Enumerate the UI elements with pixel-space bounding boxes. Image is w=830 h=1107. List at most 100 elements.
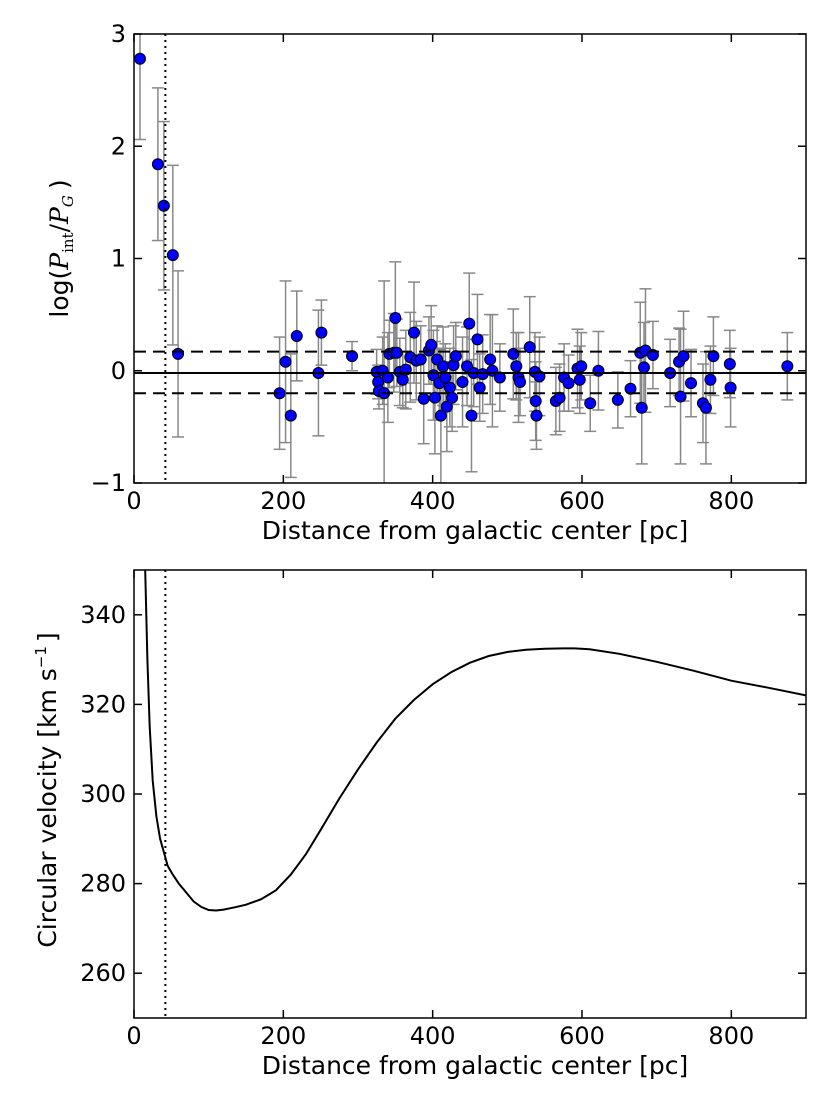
data-point bbox=[723, 358, 736, 371]
top-y-ticks: −1 0 1 2 3 bbox=[91, 20, 806, 497]
x-tick-label: 400 bbox=[410, 487, 456, 515]
data-point bbox=[514, 375, 527, 388]
data-point bbox=[346, 350, 359, 363]
data-point bbox=[456, 375, 469, 388]
data-point bbox=[484, 353, 497, 366]
data-point bbox=[685, 377, 698, 390]
ylabel-slash: / bbox=[45, 223, 74, 232]
bottom-panel: 0 200 400 600 800 260 280 300 320 340 Distance f… bbox=[32, 569, 807, 1080]
data-point bbox=[381, 371, 394, 384]
data-point bbox=[473, 381, 486, 394]
data-point bbox=[157, 199, 170, 212]
x-tick-label: 0 bbox=[126, 1022, 141, 1050]
bottom-plot-frame bbox=[133, 569, 807, 1019]
y-tick-label: 0 bbox=[111, 357, 126, 385]
data-point bbox=[390, 346, 403, 359]
x-tick-label: 0 bbox=[126, 487, 141, 515]
data-point bbox=[573, 373, 586, 386]
ylabel-prefix: log( bbox=[45, 270, 74, 318]
data-point bbox=[425, 338, 438, 351]
x-tick-label: 800 bbox=[708, 1022, 754, 1050]
ylabel-sub2: G bbox=[59, 195, 77, 207]
data-point bbox=[637, 361, 650, 374]
data-point bbox=[635, 401, 648, 414]
top-y-axis-label: log(Pint/PG) bbox=[45, 179, 77, 317]
data-point bbox=[446, 391, 459, 404]
data-point bbox=[279, 355, 292, 368]
x-tick-label: 600 bbox=[559, 1022, 605, 1050]
data-point bbox=[781, 360, 794, 373]
ylabel-suffix: ) bbox=[45, 179, 74, 189]
data-point bbox=[290, 329, 303, 342]
data-point bbox=[677, 350, 690, 363]
data-point bbox=[584, 397, 597, 410]
bottom-ylabel-main: Circular velocity [km s bbox=[33, 668, 62, 947]
data-point bbox=[440, 400, 453, 413]
ylabel-sub1: int bbox=[59, 232, 77, 253]
data-point bbox=[151, 158, 164, 171]
ylabel-p1: P bbox=[45, 252, 74, 271]
data-point bbox=[575, 360, 588, 373]
data-point bbox=[562, 377, 575, 390]
data-point bbox=[284, 409, 297, 422]
ylabel-p2: P bbox=[45, 206, 74, 225]
top-x-ticks: 0 200 400 600 800 bbox=[126, 34, 754, 515]
circular-velocity-curve bbox=[144, 570, 806, 912]
data-point bbox=[437, 360, 450, 373]
data-point bbox=[134, 52, 146, 65]
data-point bbox=[315, 326, 328, 339]
data-point bbox=[389, 311, 402, 324]
y-tick-label: 260 bbox=[80, 959, 126, 987]
data-point bbox=[592, 364, 605, 377]
y-tick-label: 1 bbox=[111, 245, 126, 273]
data-point bbox=[408, 326, 420, 339]
data-point bbox=[724, 381, 737, 394]
data-point bbox=[611, 393, 624, 406]
data-point bbox=[172, 347, 185, 360]
data-point bbox=[449, 350, 462, 363]
data-point bbox=[699, 401, 712, 414]
data-point bbox=[553, 391, 566, 404]
data-point bbox=[417, 392, 430, 405]
data-point bbox=[530, 409, 543, 422]
data-point bbox=[463, 317, 476, 330]
data-point bbox=[529, 395, 542, 408]
data-point bbox=[510, 360, 523, 373]
x-tick-label: 400 bbox=[410, 1022, 456, 1050]
data-point bbox=[414, 353, 427, 366]
top-errorbars bbox=[134, 34, 794, 483]
y-tick-label: 320 bbox=[80, 690, 126, 718]
data-point bbox=[523, 341, 536, 354]
y-tick-label: 3 bbox=[111, 20, 126, 48]
top-x-axis-label: Distance from galactic center [pc] bbox=[262, 516, 689, 545]
bottom-x-ticks: 0 200 400 600 800 bbox=[126, 570, 754, 1050]
y-tick-label: 340 bbox=[80, 601, 126, 629]
y-tick-label: 280 bbox=[80, 870, 126, 898]
data-point bbox=[493, 371, 506, 384]
data-point bbox=[439, 371, 452, 384]
bottom-y-axis-label: Circular velocity [km s−1] bbox=[32, 632, 62, 947]
data-point bbox=[507, 347, 520, 360]
bottom-ylabel-suffix: ] bbox=[33, 632, 62, 642]
data-point bbox=[396, 373, 409, 386]
data-point bbox=[434, 409, 447, 422]
top-points bbox=[134, 52, 794, 422]
y-tick-label: 300 bbox=[80, 780, 126, 808]
data-point bbox=[443, 381, 456, 394]
x-tick-label: 600 bbox=[559, 487, 605, 515]
data-point bbox=[707, 350, 720, 363]
x-tick-label: 800 bbox=[708, 487, 754, 515]
y-tick-label: 2 bbox=[111, 132, 126, 160]
data-point bbox=[471, 333, 484, 346]
data-point bbox=[704, 373, 717, 386]
bottom-ylabel-sup: −1 bbox=[32, 646, 50, 668]
data-point bbox=[465, 409, 478, 422]
x-tick-label: 200 bbox=[260, 1022, 306, 1050]
data-point bbox=[428, 391, 441, 404]
data-point bbox=[166, 249, 179, 262]
y-tick-label: −1 bbox=[91, 469, 126, 497]
x-tick-label: 200 bbox=[260, 487, 306, 515]
bottom-x-axis-label: Distance from galactic center [pc] bbox=[262, 1051, 689, 1080]
